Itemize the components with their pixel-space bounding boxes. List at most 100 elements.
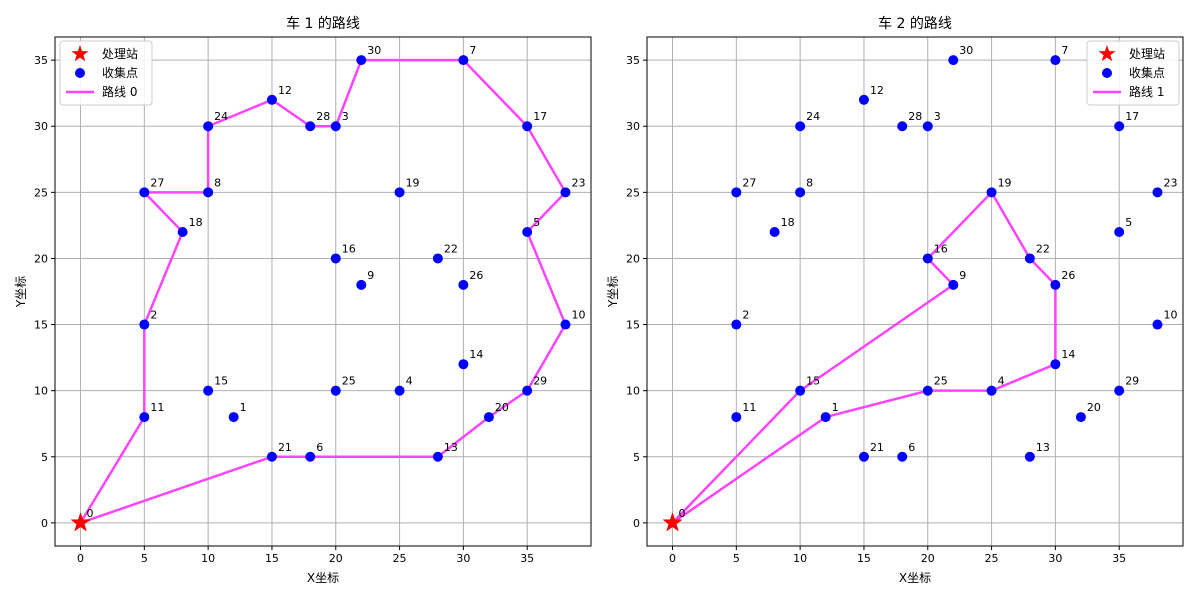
collection-point-15: [203, 385, 214, 396]
y-tick-label: 10: [34, 385, 48, 398]
point-label: 2: [150, 309, 157, 322]
point-label: 24: [214, 110, 228, 123]
collection-point-8: [203, 187, 214, 198]
point-label: 11: [150, 401, 164, 414]
point-label: 30: [367, 44, 381, 57]
x-tick-label: 30: [1048, 552, 1062, 565]
point-label: 20: [495, 401, 509, 414]
x-axis-label: X坐标: [307, 571, 339, 585]
point-label: 22: [1036, 242, 1050, 255]
point-label: 2: [742, 309, 749, 322]
point-label: 18: [189, 216, 203, 229]
point-label: 30: [959, 44, 973, 57]
collection-point-20: [1075, 412, 1086, 423]
collection-point-26: [458, 279, 469, 290]
legend-depot-star: [71, 45, 89, 62]
legend-label-points: 收集点: [1129, 65, 1165, 80]
point-label: 5: [533, 216, 540, 229]
depot-label: 0: [679, 507, 686, 520]
collection-point-29: [1114, 385, 1125, 396]
y-tick-label: 30: [626, 120, 640, 133]
collection-point-8: [795, 187, 806, 198]
point-label: 21: [278, 441, 292, 454]
point-label: 13: [444, 441, 458, 454]
collection-point-2: [731, 319, 742, 330]
collection-point-16: [330, 253, 341, 264]
collection-point-17: [522, 121, 533, 132]
point-label: 5: [1125, 216, 1132, 229]
collection-point-14: [458, 359, 469, 370]
collection-point-28: [305, 121, 316, 132]
y-tick-label: 30: [34, 120, 48, 133]
collection-point-21: [266, 451, 277, 462]
collection-point-12: [266, 94, 277, 105]
point-label: 21: [870, 441, 884, 454]
point-label: 19: [406, 176, 420, 189]
collection-point-30: [948, 55, 959, 66]
collection-point-24: [203, 121, 214, 132]
point-label: 25: [342, 375, 356, 388]
y-tick-label: 35: [626, 54, 640, 67]
x-tick-label: 15: [265, 552, 279, 565]
point-label: 23: [1163, 176, 1177, 189]
point-label: 12: [278, 84, 292, 97]
depot-label: 0: [87, 507, 94, 520]
route-line: [671, 191, 1057, 524]
collection-point-30: [356, 55, 367, 66]
collection-point-29: [522, 385, 533, 396]
y-tick-label: 25: [34, 186, 48, 199]
chart-title: 车 1 的路线: [286, 15, 360, 32]
point-label: 16: [342, 242, 356, 255]
collection-point-25: [330, 385, 341, 396]
collection-point-17: [1114, 121, 1125, 132]
point-label: 11: [742, 401, 756, 414]
collection-point-2: [139, 319, 150, 330]
point-label: 22: [444, 242, 458, 255]
y-tick-label: 15: [626, 319, 640, 332]
collection-point-19: [394, 187, 405, 198]
collection-point-4: [394, 385, 405, 396]
collection-point-12: [858, 94, 869, 105]
point-label: 25: [934, 375, 948, 388]
collection-point-18: [177, 227, 188, 238]
point-label: 4: [998, 375, 1005, 388]
collection-point-25: [922, 385, 933, 396]
point-label: 28: [908, 110, 922, 123]
point-label: 27: [742, 176, 756, 189]
point-label: 14: [469, 348, 483, 361]
x-axis-label: X坐标: [899, 571, 931, 585]
x-tick-label: 5: [141, 552, 148, 565]
legend-label-route: 路线 0: [102, 84, 137, 99]
point-label: 1: [832, 401, 839, 414]
x-tick-label: 15: [857, 552, 871, 565]
chart-title: 车 2 的路线: [878, 15, 952, 32]
collection-point-27: [731, 187, 742, 198]
legend-label-depot: 处理站: [102, 47, 138, 61]
y-tick-label: 0: [41, 517, 48, 530]
x-tick-label: 25: [393, 552, 407, 565]
y-tick-label: 10: [626, 385, 640, 398]
x-tick-label: 30: [456, 552, 470, 565]
plot-area: [662, 55, 1163, 532]
x-tick-label: 25: [985, 552, 999, 565]
collection-point-15: [795, 385, 806, 396]
point-label: 27: [150, 176, 164, 189]
collection-point-5: [522, 227, 533, 238]
collection-point-7: [458, 55, 469, 66]
point-label: 20: [1087, 401, 1101, 414]
collection-point-3: [330, 121, 341, 132]
y-tick-label: 15: [34, 319, 48, 332]
collection-point-11: [139, 412, 150, 423]
point-label: 19: [998, 176, 1012, 189]
depot-marker: [662, 512, 683, 532]
collection-point-18: [769, 227, 780, 238]
x-tick-label: 20: [921, 552, 935, 565]
point-label: 9: [959, 269, 966, 282]
x-tick-label: 10: [793, 552, 807, 565]
collection-point-7: [1050, 55, 1061, 66]
